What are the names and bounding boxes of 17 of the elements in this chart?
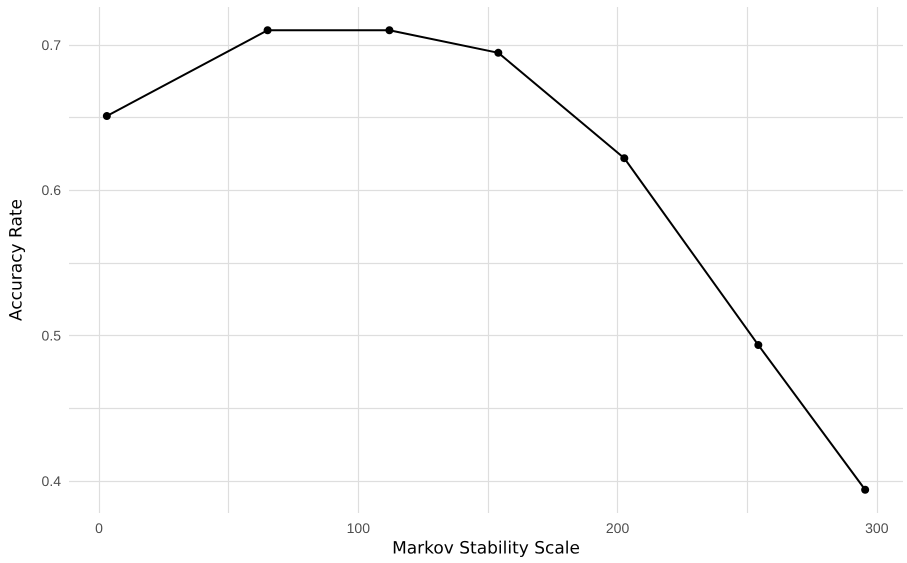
point <box>494 48 502 57</box>
x-axis-title: Markov Stability Scale <box>392 538 580 558</box>
point <box>385 26 394 34</box>
point <box>861 486 870 494</box>
y-tick-label: 0.4 <box>42 473 62 490</box>
point <box>264 26 272 34</box>
y-tick-label: 0.6 <box>42 182 62 198</box>
y-tick-label: 0.7 <box>42 36 62 53</box>
x-tick-label: 0 <box>95 520 104 536</box>
y-axis-title: Accuracy Rate <box>6 199 26 321</box>
point <box>102 112 111 120</box>
y-tick-label: 0.5 <box>42 328 62 344</box>
x-tick-label: 100 <box>346 520 370 536</box>
point <box>754 341 762 350</box>
x-tick-label: 300 <box>865 520 889 536</box>
x-tick-label: 200 <box>606 520 630 536</box>
point <box>620 154 628 162</box>
